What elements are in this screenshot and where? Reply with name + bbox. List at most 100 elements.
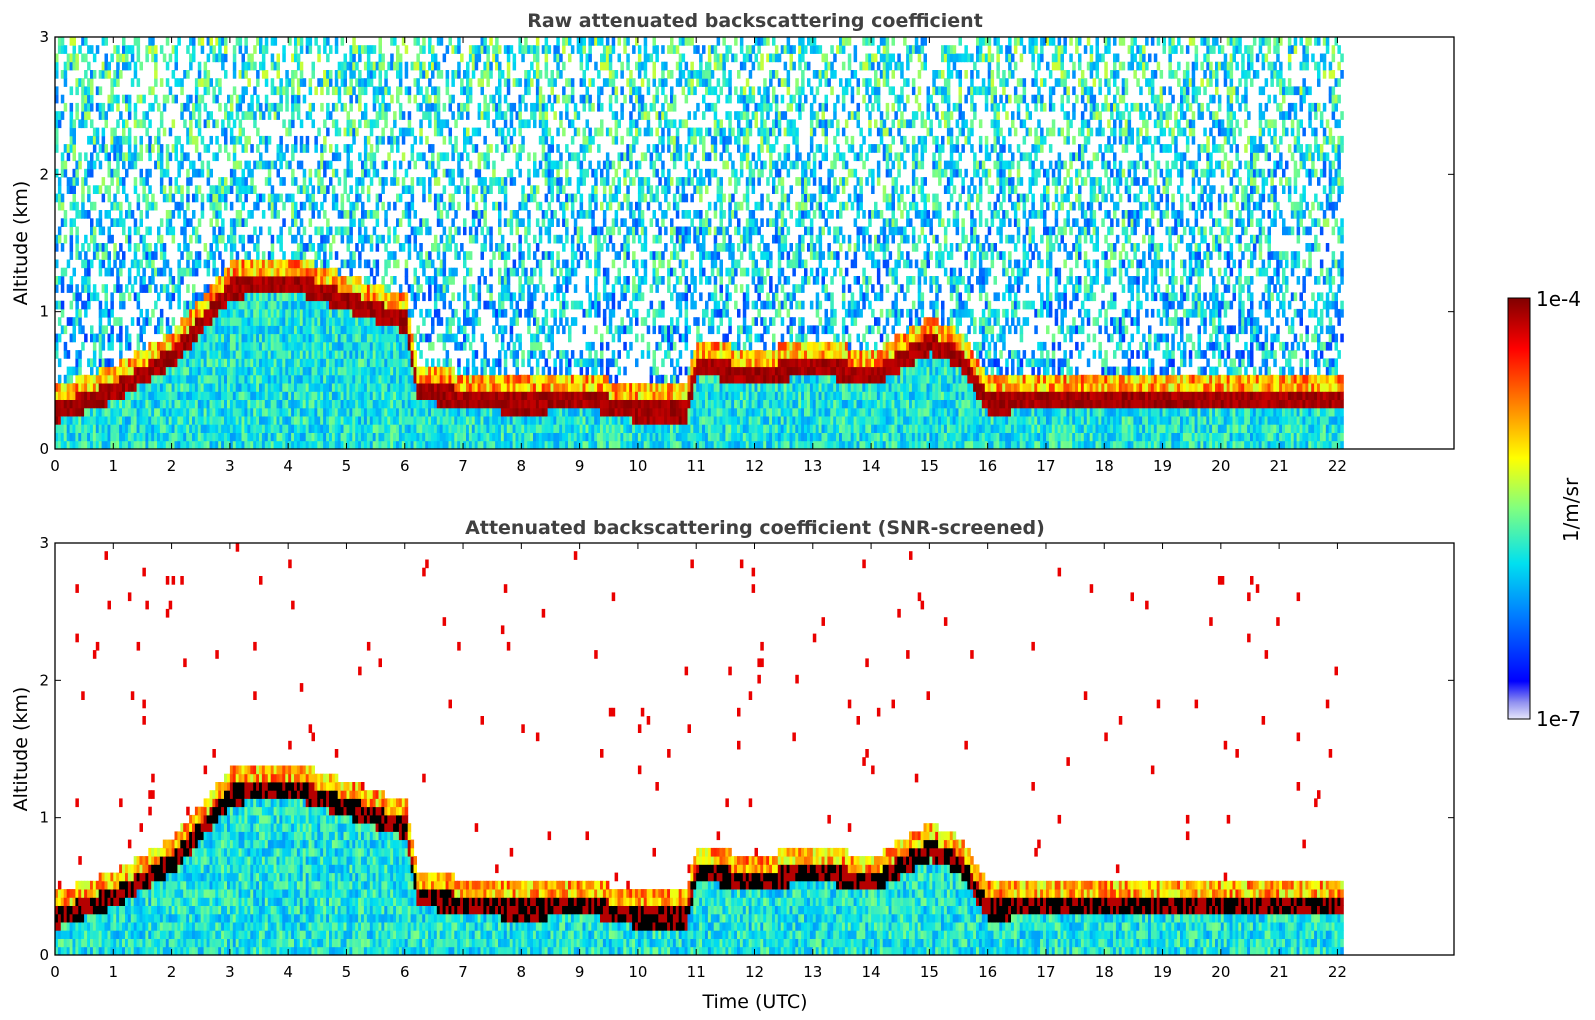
heatmap-cell [294, 325, 298, 335]
heatmap-cell [372, 276, 377, 285]
heatmap-cell [384, 259, 388, 269]
heatmap-cell [221, 358, 225, 368]
heatmap-cell [317, 226, 321, 236]
heatmap-cell [69, 226, 74, 236]
heatmap-cell [337, 341, 342, 351]
heatmap-cell [218, 432, 222, 442]
heatmap-cell [229, 308, 234, 318]
heatmap-cell [323, 325, 327, 335]
heatmap-cell [331, 358, 336, 368]
heatmap-cell [375, 366, 380, 376]
heatmap-cell [232, 300, 237, 310]
heatmap-cell [326, 185, 330, 194]
heatmap-cell [317, 399, 321, 409]
heatmap-cell [366, 317, 371, 326]
heatmap-cell [206, 70, 211, 79]
heatmap-cell [326, 308, 330, 318]
heatmap-cell [122, 119, 126, 129]
heatmap-cell [127, 61, 132, 71]
heatmap-cell [311, 259, 315, 269]
heatmap-cell [87, 383, 91, 392]
heatmap-cell [314, 416, 318, 425]
heatmap-cell [378, 407, 382, 417]
heatmap-cell [375, 210, 380, 219]
heatmap-cell [264, 70, 269, 79]
heatmap-cell [317, 284, 321, 293]
heatmap-cell [396, 45, 400, 54]
heatmap-cell [244, 341, 248, 351]
heatmap-cell [119, 383, 123, 392]
heatmap-cell [279, 424, 283, 433]
heatmap-cell [401, 177, 406, 186]
heatmap-cell [256, 193, 260, 203]
heatmap-cell [110, 424, 114, 433]
heatmap-cell [264, 407, 269, 417]
heatmap-cell [381, 391, 385, 400]
heatmap-cell [279, 358, 283, 368]
heatmap-cell [247, 317, 251, 326]
heatmap-cell [148, 341, 152, 351]
heatmap-cell [165, 407, 170, 417]
heatmap-cell [224, 416, 228, 425]
heatmap-cell [92, 416, 97, 425]
heatmap-cell [343, 391, 347, 400]
heatmap-cell [145, 308, 149, 318]
heatmap-cell [203, 383, 208, 392]
heatmap-cell [311, 333, 315, 343]
heatmap-cell [329, 111, 333, 120]
heatmap-cell [363, 284, 368, 293]
heatmap-cell [133, 383, 138, 392]
heatmap-cell [221, 234, 225, 244]
heatmap-cell [218, 399, 222, 409]
heatmap-cell [363, 78, 368, 87]
heatmap-cell [224, 341, 228, 351]
heatmap-cell [311, 193, 315, 203]
heatmap-cell [206, 168, 211, 178]
heatmap-cell [92, 432, 97, 442]
heatmap-cell [171, 432, 176, 442]
heatmap-cell [448, 383, 452, 392]
heatmap-cell [273, 432, 278, 442]
heatmap-cell [168, 86, 173, 96]
heatmap-cell [116, 317, 120, 326]
heatmap-cell [212, 152, 216, 162]
heatmap-cell [101, 432, 106, 442]
heatmap-cell [267, 383, 272, 392]
heatmap-cell [346, 168, 350, 178]
heatmap-cell [151, 391, 155, 400]
heatmap-cell [363, 210, 368, 219]
heatmap-cell [101, 144, 106, 153]
heatmap-cell [369, 440, 374, 450]
heatmap-cell [218, 37, 222, 46]
heatmap-cell [276, 53, 280, 63]
heatmap-cell [509, 292, 514, 302]
heatmap-cell [326, 325, 330, 335]
heatmap-cell [55, 276, 59, 285]
heatmap-cell [296, 391, 301, 400]
heatmap-cell [486, 383, 490, 392]
heatmap-cell [515, 366, 519, 376]
heatmap-cell [139, 407, 143, 417]
heatmap-cell [401, 366, 406, 376]
heatmap-cell [232, 119, 237, 129]
heatmap-cell [235, 333, 240, 343]
heatmap-cell [433, 102, 438, 112]
heatmap-cell [428, 366, 432, 376]
heatmap-cell [148, 424, 152, 433]
heatmap-cell [340, 432, 345, 442]
heatmap-cell [183, 399, 187, 409]
heatmap-cell [189, 300, 193, 310]
heatmap-cell [244, 86, 248, 96]
heatmap-cell [384, 407, 388, 417]
heatmap-cell [162, 267, 167, 277]
heatmap-cell [326, 111, 330, 120]
heatmap-cell [302, 333, 307, 343]
heatmap-cell [279, 193, 283, 203]
heatmap-cell [346, 416, 350, 425]
heatmap-cell [401, 432, 406, 442]
heatmap-cell [489, 432, 493, 442]
heatmap-cell [81, 383, 85, 392]
heatmap-cell [180, 374, 184, 384]
heatmap-cell [104, 243, 108, 252]
